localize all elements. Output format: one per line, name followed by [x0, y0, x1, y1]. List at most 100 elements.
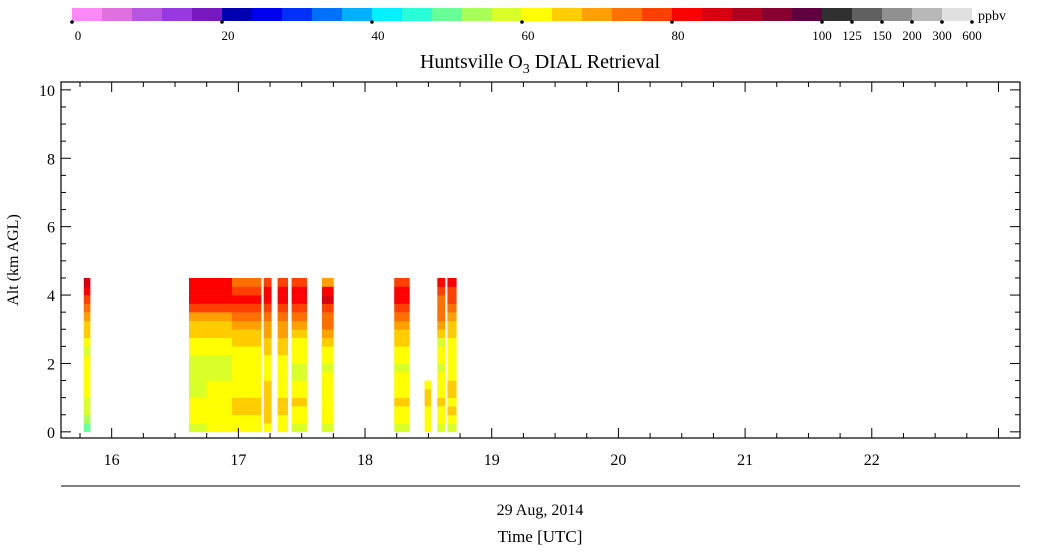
heatmap-cell	[206, 295, 233, 304]
heatmap-cell	[447, 354, 457, 364]
colorbar-tick-label: 200	[902, 28, 922, 43]
heatmap-cell	[447, 380, 457, 390]
heatmap-cell	[206, 329, 233, 339]
heatmap-cell	[232, 414, 262, 424]
heatmap-cell	[437, 389, 446, 398]
heatmap-cell	[437, 278, 446, 287]
colorbar-swatch	[822, 8, 852, 21]
colorbar-swatch	[432, 8, 462, 21]
x-tick-label: 17	[230, 452, 246, 469]
heatmap-cell	[263, 278, 272, 287]
heatmap-cell	[447, 295, 457, 304]
heatmap-cell	[447, 329, 457, 339]
heatmap-cell	[447, 278, 457, 287]
y-tick-label: 10	[39, 83, 55, 100]
heatmap-cell	[437, 372, 446, 381]
heatmap-cell	[232, 372, 262, 381]
heatmap-cell	[277, 423, 288, 433]
heatmap-cell	[83, 414, 91, 424]
heatmap-cell	[83, 320, 91, 330]
heatmap-cell	[322, 346, 334, 356]
heatmap-cell	[206, 397, 233, 407]
heatmap-cell	[189, 295, 207, 304]
heatmap-cell	[437, 423, 446, 433]
heatmap-cell	[263, 303, 272, 313]
heatmap-cell	[291, 312, 308, 321]
heatmap-cell	[322, 423, 334, 433]
heatmap-cell	[322, 295, 334, 304]
plot-frame	[60, 81, 1021, 439]
heatmap-cell	[206, 303, 233, 313]
heatmap-cell	[232, 312, 262, 321]
heatmap-cell	[189, 329, 207, 339]
heatmap-cell	[322, 286, 334, 296]
heatmap-cell	[447, 312, 457, 321]
colorbar-tick-label: 60	[522, 28, 535, 43]
heatmap-cell	[291, 380, 308, 390]
x-axis-label: Time [UTC]	[498, 527, 583, 546]
heatmap-cell	[322, 329, 334, 339]
heatmap-cell	[83, 295, 91, 304]
heatmap-cell	[291, 329, 308, 339]
heatmap-cell	[322, 389, 334, 398]
y-tick-label: 8	[47, 151, 55, 168]
heatmap-cell	[232, 380, 262, 390]
heatmap-cell	[277, 337, 288, 347]
heatmap-cell	[263, 389, 272, 398]
heatmap-cell	[291, 337, 308, 347]
heatmap-cell	[394, 337, 410, 347]
heatmap-cell	[394, 286, 410, 296]
heatmap-cell	[322, 337, 334, 347]
x-tick-label: 16	[104, 452, 120, 469]
heatmap-cell	[232, 278, 262, 287]
colorbar-unit-label: ppbv	[978, 9, 1006, 24]
heatmap-cell	[232, 397, 262, 407]
heatmap-cell	[322, 312, 334, 321]
heatmap-cells	[83, 278, 457, 433]
heatmap-cell	[263, 423, 272, 433]
heatmap-cell	[263, 354, 272, 364]
heatmap-cell	[394, 329, 410, 339]
heatmap-cell	[322, 320, 334, 330]
heatmap-cell	[232, 337, 262, 347]
heatmap-cell	[291, 320, 308, 330]
colorbar-swatch	[132, 8, 162, 21]
heatmap-cell	[322, 414, 334, 424]
colorbar-tick-label: 40	[372, 28, 385, 43]
heatmap-cell	[394, 346, 410, 356]
heatmap-cell	[232, 286, 262, 296]
colorbar-swatch	[882, 8, 912, 21]
heatmap-cell	[291, 295, 308, 304]
heatmap-cell	[447, 414, 457, 424]
colorbar-swatch	[462, 8, 492, 21]
date-label: 29 Aug, 2014	[497, 502, 584, 519]
heatmap-cell	[189, 363, 207, 373]
heatmap-cell	[322, 372, 334, 381]
heatmap-cell	[83, 423, 91, 433]
heatmap-cell	[189, 303, 207, 313]
heatmap-cell	[424, 423, 432, 433]
colorbar-tick-label: 600	[962, 28, 982, 43]
heatmap-cell	[277, 286, 288, 296]
heatmap-cell	[189, 423, 207, 433]
colorbar-tick	[820, 20, 824, 24]
heatmap-cell	[437, 397, 446, 407]
colorbar-tick-label: 300	[932, 28, 952, 43]
heatmap-cell	[447, 406, 457, 415]
colorbar-swatch	[252, 8, 282, 21]
heatmap-cell	[232, 320, 262, 330]
heatmap-cell	[206, 389, 233, 398]
heatmap-cell	[83, 397, 91, 407]
heatmap-cell	[232, 423, 262, 433]
colorbar-swatch	[702, 8, 732, 21]
colorbar-swatch	[102, 8, 132, 21]
heatmap-cell	[83, 372, 91, 381]
heatmap-cell	[437, 329, 446, 339]
heatmap-cell	[447, 346, 457, 356]
y-axis-label: Alt (km AGL)	[5, 214, 22, 306]
heatmap-cell	[447, 303, 457, 313]
colorbar-tick-label: 125	[842, 28, 862, 43]
heatmap-cell	[291, 406, 308, 415]
heatmap-cell	[291, 423, 308, 433]
heatmap-cell	[447, 337, 457, 347]
